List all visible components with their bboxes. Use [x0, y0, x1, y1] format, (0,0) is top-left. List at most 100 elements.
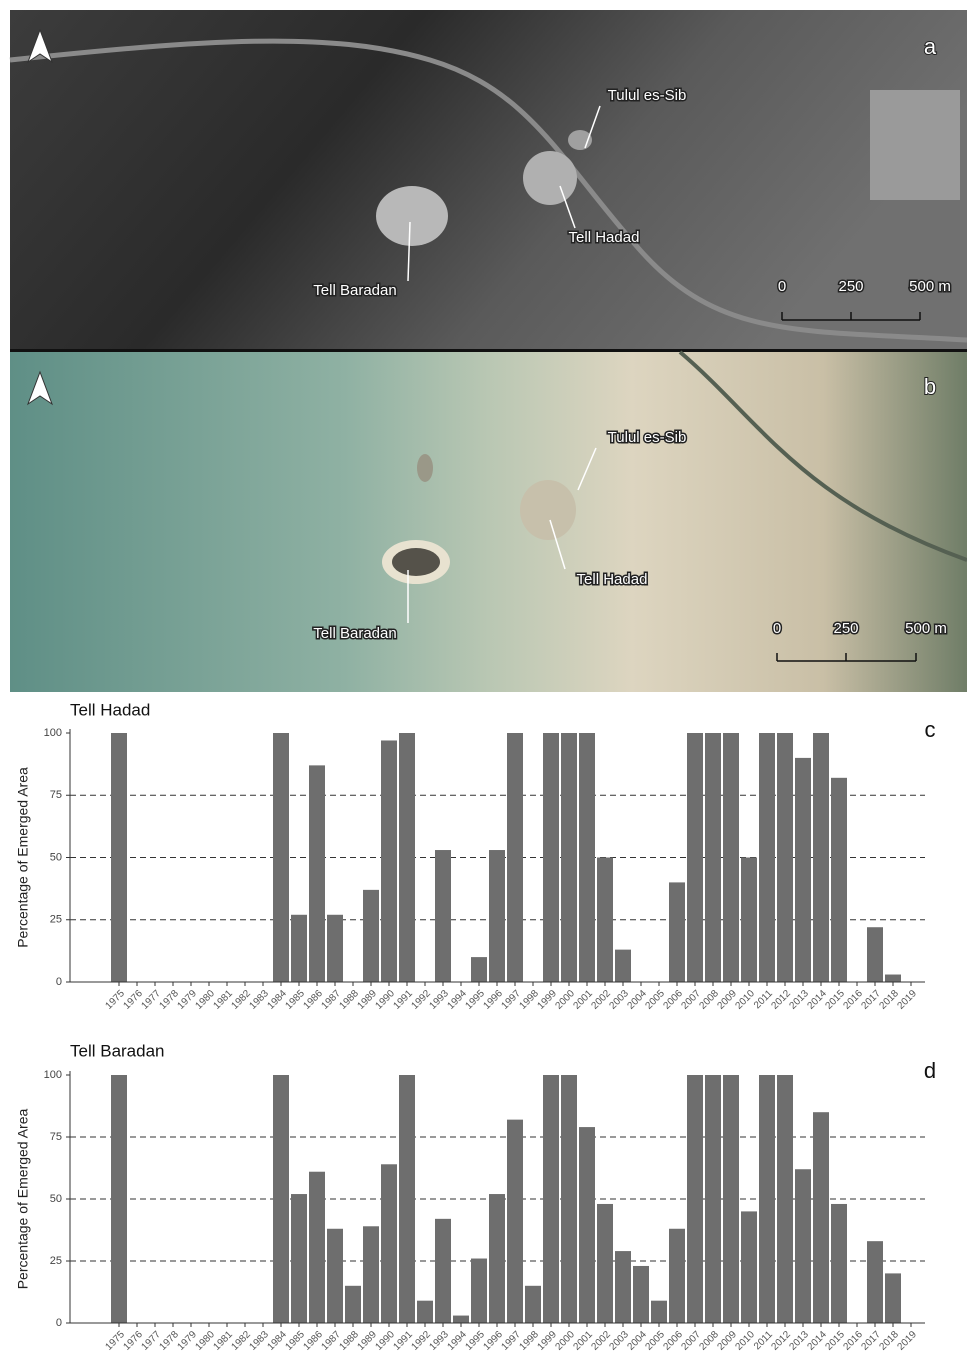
x-tick-label: 1986: [301, 1329, 325, 1353]
bar: [669, 882, 685, 982]
x-tick-label: 2011: [752, 988, 775, 1011]
x-tick-label: 2013: [787, 988, 811, 1012]
panel-letter: b: [924, 374, 936, 399]
bar: [363, 889, 379, 982]
x-tick-label: 1979: [175, 1329, 199, 1353]
bar: [327, 1228, 343, 1323]
x-tick-label: 2005: [643, 988, 667, 1012]
bar: [777, 1075, 793, 1323]
site-label: Tell Baradan: [313, 282, 396, 299]
bar: [111, 733, 127, 982]
x-tick-label: 1994: [445, 988, 469, 1012]
bar: [507, 1119, 523, 1323]
satellite-image: [10, 352, 967, 692]
x-tick-label: 1987: [319, 988, 343, 1012]
x-tick-label: 1992: [409, 1329, 433, 1353]
x-tick-label: 1976: [121, 1329, 145, 1353]
bar: [507, 733, 523, 982]
x-tick-label: 1976: [121, 988, 145, 1012]
x-tick-label: 2018: [877, 1329, 901, 1353]
x-tick-label: 1994: [445, 1329, 469, 1353]
leader-line: [577, 447, 597, 491]
bar: [741, 1211, 757, 1323]
bar: [345, 1285, 361, 1323]
bar: [651, 1300, 667, 1323]
x-tick-label: 1995: [463, 1329, 487, 1353]
y-tick-label: 0: [56, 1317, 62, 1329]
leader-line: [584, 105, 601, 149]
bar: [273, 733, 289, 982]
bar: [363, 1226, 379, 1323]
y-tick-label: 100: [44, 727, 62, 739]
x-tick-label: 1983: [247, 1329, 271, 1353]
bar: [867, 927, 883, 982]
x-tick-label: 2001: [571, 1329, 595, 1353]
x-tick-label: 2006: [661, 1329, 685, 1353]
x-tick-label: 2019: [895, 1329, 919, 1353]
bar: [705, 1075, 721, 1323]
x-tick-label: 1982: [229, 988, 253, 1012]
x-tick-label: 2002: [589, 1329, 613, 1353]
x-tick-label: 1998: [517, 988, 541, 1012]
scale-label: 0: [773, 620, 781, 637]
x-tick-label: 1988: [337, 988, 361, 1012]
x-tick-label: 2002: [589, 988, 613, 1012]
bar: [543, 1075, 559, 1323]
y-axis-label: Percentage of Emerged Area: [15, 767, 31, 948]
x-tick-label: 1991: [391, 1329, 415, 1353]
bar: [885, 1273, 901, 1323]
bar: [381, 1164, 397, 1323]
x-tick-label: 1995: [463, 988, 487, 1012]
x-tick-label: 1980: [193, 1329, 217, 1353]
x-tick-label: 2006: [661, 988, 685, 1012]
x-tick-label: 2007: [679, 1329, 703, 1353]
site-label: Tulul es-Sib: [608, 429, 687, 446]
x-tick-label: 2004: [625, 1329, 649, 1353]
bar: [597, 857, 613, 982]
bar: [813, 733, 829, 982]
bar: [309, 1171, 325, 1323]
site-label: Tell Hadad: [569, 229, 640, 246]
x-tick-label: 1993: [427, 988, 451, 1012]
x-tick-label: 2014: [805, 1329, 829, 1353]
x-tick-label: 2000: [553, 988, 577, 1012]
mound: [523, 151, 577, 205]
bar: [543, 733, 559, 982]
x-tick-label: 2019: [895, 988, 919, 1012]
bar: [435, 1218, 451, 1323]
bar: [831, 1203, 847, 1323]
x-tick-label: 1979: [175, 988, 199, 1012]
panel-letter: a: [924, 34, 937, 59]
bar: [813, 1112, 829, 1323]
x-tick-label: 1978: [157, 988, 181, 1012]
x-tick-label: 1987: [319, 1329, 343, 1353]
bar: [615, 949, 631, 982]
x-tick-label: 1993: [427, 1329, 451, 1353]
x-tick-label: 2009: [715, 1329, 739, 1353]
village: [870, 90, 960, 200]
x-tick-label: 2015: [823, 1329, 847, 1353]
x-tick-label: 2003: [607, 1329, 631, 1353]
bar: [831, 777, 847, 982]
x-tick-label: 2014: [805, 988, 829, 1012]
x-tick-label: 2015: [823, 988, 847, 1012]
x-tick-label: 2011: [752, 1329, 775, 1352]
x-tick-label: 1982: [229, 1329, 253, 1353]
bar: [111, 1075, 127, 1323]
bar: [723, 1075, 739, 1323]
y-tick-label: 75: [50, 789, 62, 801]
x-tick-label: 1997: [499, 988, 523, 1012]
chart-title: Tell Baradan: [70, 1041, 165, 1060]
x-tick-label: 1985: [283, 1329, 307, 1353]
bar: [615, 1251, 631, 1323]
bar: [291, 914, 307, 982]
bar: [759, 1075, 775, 1323]
y-axis-label: Percentage of Emerged Area: [15, 1109, 31, 1290]
bar: [327, 914, 343, 982]
bar: [687, 1075, 703, 1323]
x-tick-label: 1981: [211, 988, 235, 1012]
x-tick-label: 2001: [571, 988, 595, 1012]
bar: [435, 850, 451, 982]
scale-label: 500 m: [909, 278, 951, 295]
bar: [381, 740, 397, 982]
